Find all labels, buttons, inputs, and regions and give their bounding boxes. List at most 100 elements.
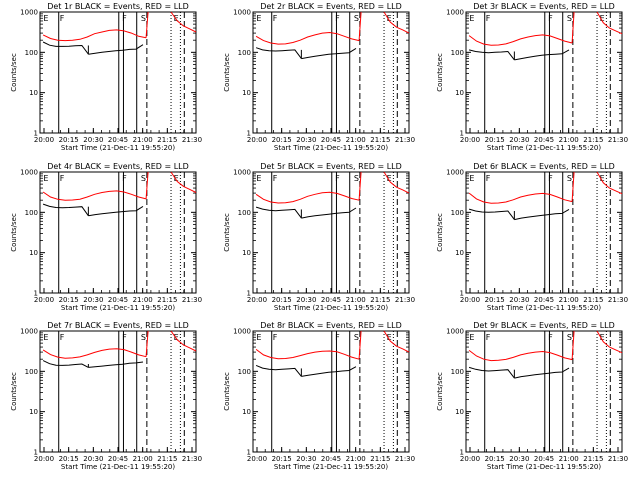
x-tick-label: 20:00 [247, 455, 267, 463]
y-tick-label: 100 [25, 49, 38, 57]
x-tick-label: 21:30 [182, 296, 202, 304]
x-tick-label: 20:30 [296, 296, 316, 304]
event-marker: E [43, 174, 48, 183]
y-tick-label: 100 [451, 209, 464, 217]
lld-series-line [383, 171, 410, 194]
y-tick-label: 10 [29, 249, 38, 257]
event-marker: E [469, 333, 474, 342]
panel-title: Det 2r BLACK = Events, RED = LLD [260, 2, 402, 11]
y-axis-label: Counts/sec [436, 53, 444, 92]
y-tick-label: 10 [242, 249, 251, 257]
y-tick-label: 1 [34, 290, 38, 298]
lld-series-line [571, 330, 575, 360]
event-marker: E [256, 333, 261, 342]
panel-title: Det 1r BLACK = Events, RED = LLD [47, 2, 189, 11]
panel-3: Det 3r BLACK = Events, RED = LLD 1 10 100 10… [436, 2, 628, 152]
lld-series-line [596, 330, 623, 354]
y-tick-label: 1 [34, 449, 38, 457]
x-axis-label: Start Time (21-Dec-11 19:55:20) [61, 463, 175, 471]
x-tick-label: 20:30 [509, 136, 529, 144]
event-marker: E [256, 174, 261, 183]
events-series-line [255, 206, 302, 219]
y-tick-label: 1000 [446, 328, 464, 336]
x-tick-label: 21:00 [559, 296, 579, 304]
lld-series-line [170, 171, 197, 193]
x-tick-label: 20:45 [534, 136, 554, 144]
event-marker: F [60, 174, 65, 183]
y-tick-label: 10 [29, 408, 38, 416]
x-tick-label: 20:15 [59, 455, 79, 463]
lld-series-line [145, 171, 149, 199]
y-axis-label: Counts/sec [436, 213, 444, 252]
events-series-line [514, 49, 570, 61]
y-axis-label: Counts/sec [223, 372, 231, 411]
event-marker: E [256, 14, 261, 23]
x-axis-label: Start Time (21-Dec-11 19:55:20) [274, 304, 388, 312]
y-tick-label: 1 [247, 130, 251, 138]
panel-6: Det 6r BLACK = Events, RED = LLD 1 10 100 10… [436, 162, 628, 312]
event-marker: S [567, 174, 572, 183]
events-series-line [301, 366, 357, 377]
event-marker: S [141, 174, 146, 183]
y-tick-label: 100 [238, 49, 251, 57]
y-tick-label: 100 [451, 368, 464, 376]
x-tick-label: 21:15 [583, 136, 603, 144]
events-series-line [88, 44, 144, 55]
y-tick-label: 100 [25, 209, 38, 217]
x-axis-label: Start Time (21-Dec-11 19:55:20) [487, 463, 601, 471]
event-marker: E [174, 174, 179, 183]
panel-1: Det 1r BLACK = Events, RED = LLD 1 10 100 10… [10, 2, 202, 152]
x-tick-label: 21:15 [157, 136, 177, 144]
event-marker: S [567, 14, 572, 23]
event-marker: F [335, 14, 340, 23]
x-axis-label: Start Time (21-Dec-11 19:55:20) [61, 304, 175, 312]
event-marker: E [600, 333, 605, 342]
plot-frame [465, 330, 623, 453]
panel-title: Det 9r BLACK = Events, RED = LLD [473, 321, 615, 330]
x-tick-label: 21:30 [182, 136, 202, 144]
event-marker: S [354, 174, 359, 183]
y-tick-label: 1000 [20, 169, 38, 177]
y-tick-label: 10 [29, 89, 38, 97]
x-axis-label: Start Time (21-Dec-11 19:55:20) [274, 463, 388, 471]
events-series-line [468, 366, 515, 379]
event-marker: F [273, 174, 278, 183]
lld-series-line [145, 11, 149, 38]
event-marker: F [335, 174, 340, 183]
x-tick-label: 21:00 [346, 296, 366, 304]
x-axis-label: Start Time (21-Dec-11 19:55:20) [274, 144, 388, 152]
x-tick-label: 21:00 [559, 136, 579, 144]
x-tick-label: 20:45 [321, 136, 341, 144]
event-marker: F [122, 174, 127, 183]
x-tick-label: 20:30 [83, 136, 103, 144]
panel-4: Det 4r BLACK = Events, RED = LLD 1 10 100 10… [10, 162, 202, 312]
lld-series-line [42, 190, 147, 201]
panel-7: Det 7r BLACK = Events, RED = LLD 1 10 100 10… [10, 321, 202, 471]
y-tick-label: 1000 [446, 9, 464, 17]
y-tick-label: 1000 [233, 328, 251, 336]
event-marker: S [354, 14, 359, 23]
x-tick-label: 21:30 [395, 455, 415, 463]
x-axis-label: Start Time (21-Dec-11 19:55:20) [487, 304, 601, 312]
y-axis-label: Counts/sec [10, 213, 18, 252]
event-marker: F [273, 333, 278, 342]
y-tick-label: 1 [34, 130, 38, 138]
x-tick-label: 20:30 [509, 296, 529, 304]
x-tick-label: 20:45 [108, 455, 128, 463]
lld-series-line [383, 11, 410, 34]
x-tick-label: 20:00 [34, 455, 54, 463]
lld-series-line [468, 350, 573, 362]
events-series-line [255, 364, 302, 377]
x-tick-label: 20:45 [321, 455, 341, 463]
plot-frame [252, 11, 410, 134]
y-tick-label: 1 [247, 290, 251, 298]
events-series-line [42, 203, 89, 217]
event-marker: E [43, 14, 48, 23]
x-tick-label: 21:15 [583, 296, 603, 304]
plot-frame [252, 330, 410, 453]
x-tick-label: 21:30 [395, 136, 415, 144]
x-tick-label: 20:45 [108, 136, 128, 144]
event-marker: E [43, 333, 48, 342]
events-series-line [42, 41, 89, 55]
panel-9: Det 9r BLACK = Events, RED = LLD 1 10 100 10… [436, 321, 628, 471]
